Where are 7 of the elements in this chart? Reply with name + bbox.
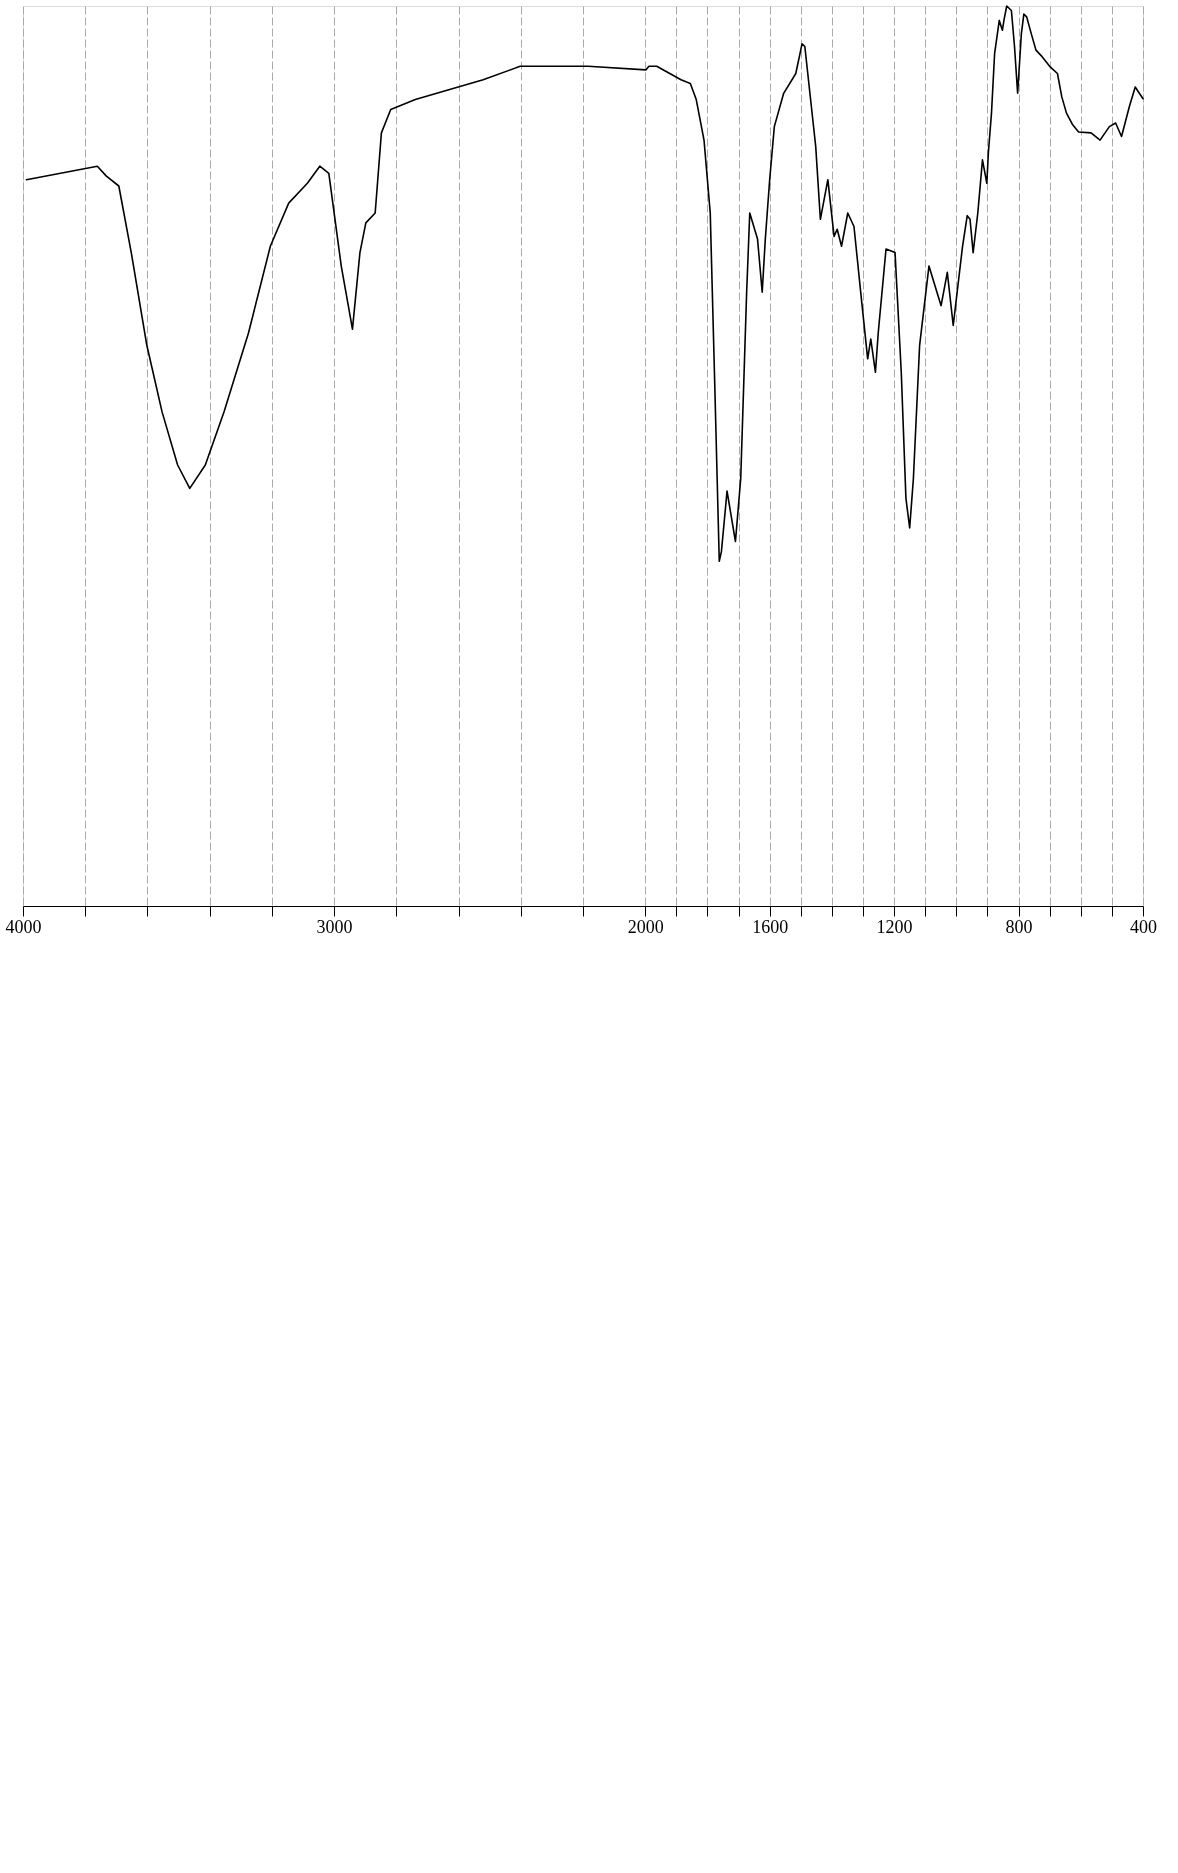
x-tick-label: 1600: [752, 916, 789, 937]
x-tick-label: 800: [1005, 916, 1033, 937]
x-tick-label: 2000: [627, 916, 664, 937]
x-tick-label: 4000: [5, 916, 42, 937]
x-tick-label: 400: [1130, 916, 1157, 937]
x-tick-label: 1200: [876, 916, 913, 937]
x-tick-label: 3000: [316, 916, 353, 937]
